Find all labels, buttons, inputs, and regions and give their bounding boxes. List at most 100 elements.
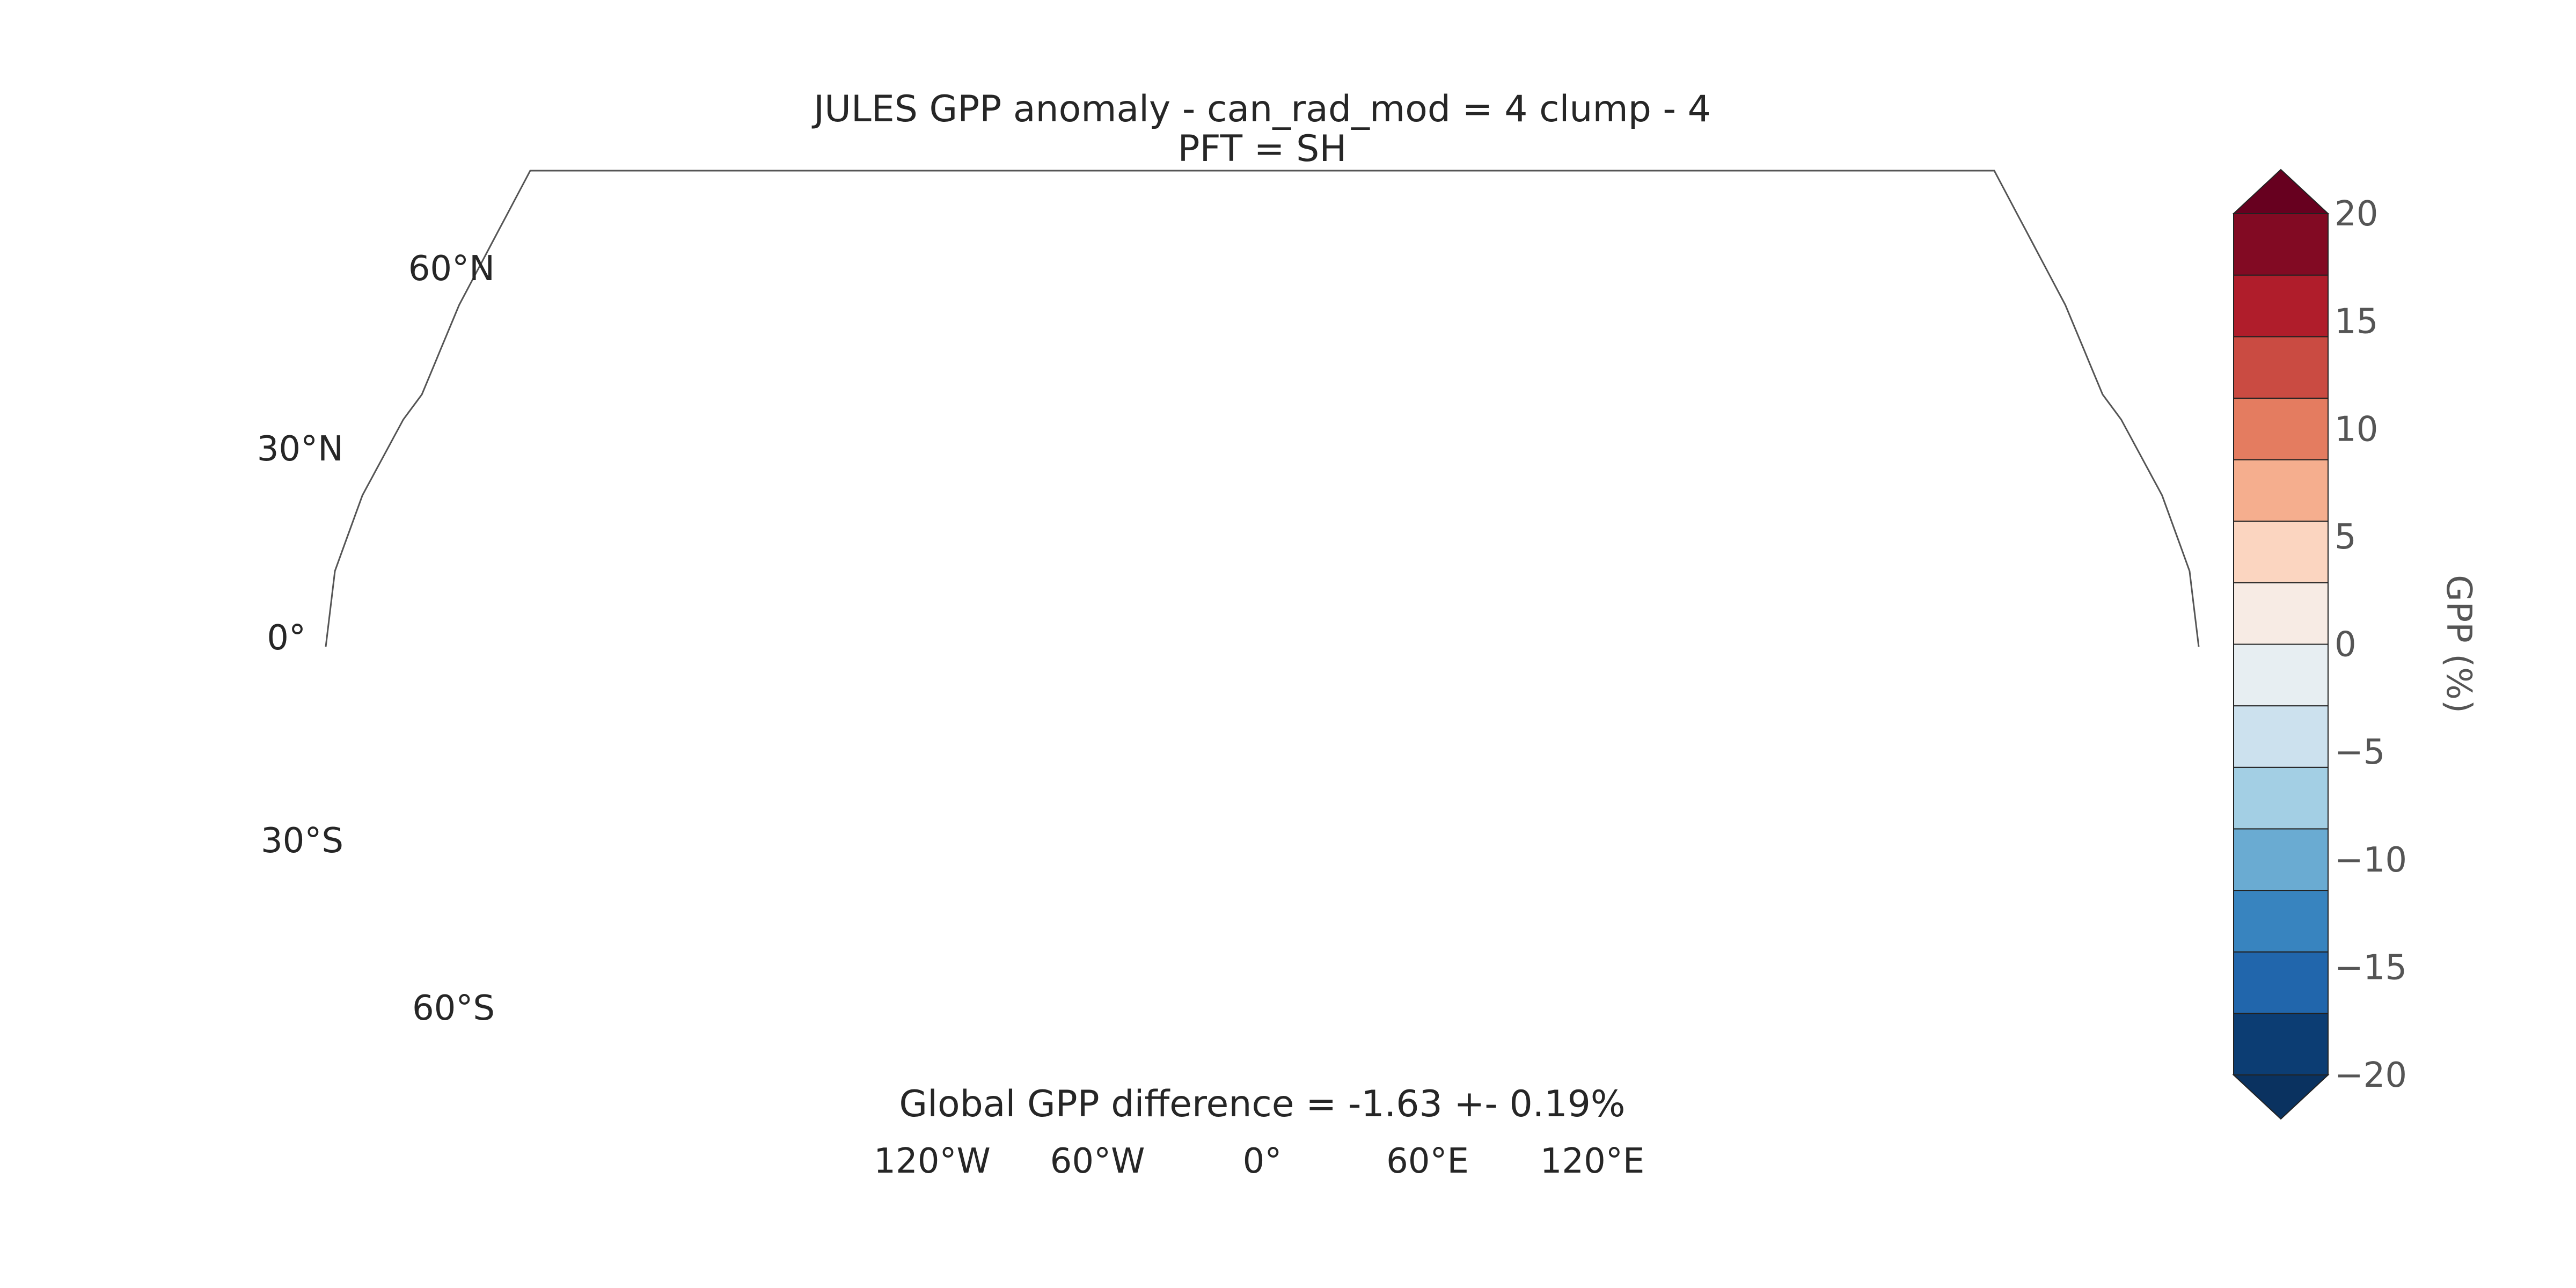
colorbar-tick-label: 5 (2334, 517, 2357, 557)
colorbar-bin (2233, 643, 2329, 707)
nodata-kalahari (1345, 530, 1404, 579)
asia (1399, 267, 2085, 643)
meridian-line (949, 171, 1019, 647)
lon-label: 60°E (1386, 1141, 1469, 1181)
anomaly-brazil-south (960, 509, 1025, 574)
anomaly-yakutia (1774, 376, 1871, 413)
lon-labels: 120°W 60°W 0° 60°E 120°E (874, 1141, 1644, 1181)
colorbar-bin (2233, 459, 2329, 522)
colorbar-tick-label: 10 (2334, 409, 2378, 449)
nodata-sahara (1084, 480, 1492, 620)
nodata-siberia-north (1490, 305, 1941, 364)
highlight-cell (1511, 431, 1523, 439)
colorbar-bin (2233, 274, 2329, 338)
nodata-great-lakes (817, 444, 877, 471)
meridian-line (637, 171, 775, 647)
anomaly-mexico (710, 519, 764, 573)
anomaly-alaska (510, 336, 553, 363)
colorbar-tick-label: −10 (2334, 840, 2407, 880)
colorbar-bin (2233, 213, 2329, 276)
lon-label: 0° (1243, 1141, 1282, 1181)
graticule (326, 171, 2199, 647)
colorbar-tick-label: −15 (2334, 948, 2407, 987)
nodata-amazon (848, 570, 1053, 647)
colorbar-tick-label: −20 (2334, 1056, 2407, 1095)
anomaly-australia-east (1979, 504, 2033, 580)
colorbar-extend-high (2232, 169, 2330, 214)
south-america (841, 414, 1082, 647)
anomaly-sahel (1127, 577, 1450, 615)
nodata-canada-north (661, 358, 844, 401)
canadian-arctic (731, 230, 998, 291)
lat-label: 0° (267, 618, 306, 658)
meridian-line (1505, 171, 1576, 647)
colorbar-bin (2233, 397, 2329, 460)
lat-label: 30°S (261, 821, 343, 861)
nodata-arabia (1454, 501, 1551, 598)
anomaly-mongolia (1670, 430, 1832, 485)
lon-label: 120°E (1540, 1141, 1645, 1181)
europe (1211, 312, 1553, 496)
colorbar-bin (2233, 521, 2329, 583)
new-zealand (2070, 452, 2149, 496)
colorbar-bin (2233, 828, 2329, 891)
anomaly-kazakhstan (1520, 436, 1639, 479)
lon-label: 120°W (874, 1141, 990, 1181)
colorbar-bin (2233, 582, 2329, 645)
land-masses (452, 171, 2149, 647)
borneo (1828, 616, 1882, 643)
figure-title: JULES GPP anomaly - can_rad_mod = 4 clum… (811, 88, 1711, 130)
lat-label: 30°N (257, 429, 343, 469)
map-area (325, 170, 2200, 647)
figure-subtitle: PFT = SH (1178, 128, 1347, 170)
map-content (326, 171, 2199, 647)
global-difference-text: Global GPP difference = -1.63 +- 0.19% (899, 1083, 1625, 1125)
nodata-sahara-east (1304, 493, 1476, 590)
antarctica (452, 171, 2067, 374)
lat-labels: 60°N 30°N 0° 30°S 60°S (257, 249, 495, 1028)
greenland (957, 222, 1177, 396)
lon-label: 60°W (1050, 1141, 1145, 1181)
nodata-scandinavia (1322, 350, 1387, 394)
anomaly-east-africa (1419, 593, 1468, 647)
nodata-tibet (1622, 474, 1752, 517)
colorbar-tick-label: 0 (2334, 625, 2357, 665)
colorbar-bin (2233, 766, 2329, 830)
highlight-cells (1511, 431, 1523, 439)
colorbar-tick-label: 15 (2334, 302, 2378, 342)
new-guinea (1943, 608, 2041, 643)
anomaly-east-china (1784, 478, 1871, 564)
meridian-line (1749, 171, 1887, 647)
anomaly-australia-center (1902, 523, 1967, 561)
anomaly-iran (1501, 484, 1576, 532)
map-outline (325, 170, 2200, 647)
nodata-congo (1301, 609, 1431, 647)
colorbar-tick-label: −5 (2334, 733, 2385, 772)
colorbar-bin (2233, 705, 2329, 768)
anomaly-india (1622, 525, 1703, 601)
nodata-siberia-east (1798, 340, 2014, 389)
nodata-hudson (825, 376, 901, 430)
colorbar-bin (2233, 951, 2329, 1014)
colorbar-tick-label: 20 (2334, 194, 2378, 234)
indonesia (1754, 608, 1884, 643)
anomaly-central-africa (1333, 570, 1451, 647)
africa (1174, 491, 1527, 647)
japan (1917, 456, 1964, 517)
lat-label: 60°N (408, 249, 495, 289)
colorbar-bin (2233, 1013, 2329, 1076)
anomaly-brazil-east (964, 523, 1066, 619)
australia (1839, 482, 2038, 602)
madagascar (1482, 541, 1521, 597)
map-background (326, 171, 2199, 647)
nodata-southeast-asia (1751, 551, 1826, 616)
colorbar: 20 15 10 5 0 −5 −10 −15 −20 (2232, 169, 2407, 1120)
colorbar-bin (2233, 336, 2329, 399)
colorbar-extend-low (2232, 1074, 2330, 1120)
anomaly-us-west (665, 474, 709, 517)
anomaly-patches (510, 305, 2033, 647)
lat-label: 60°S (412, 989, 495, 1028)
uk-ireland (1213, 402, 1268, 437)
north-america (496, 297, 997, 614)
